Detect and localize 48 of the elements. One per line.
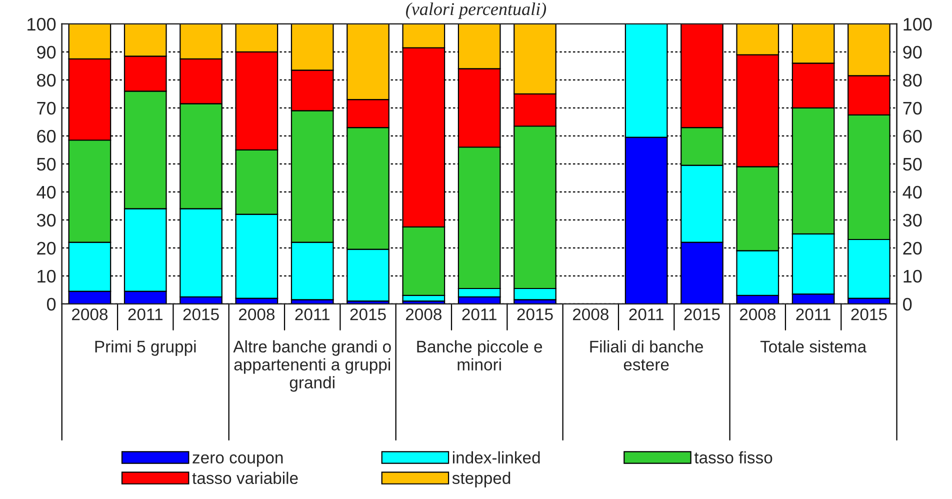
x-tick-label: 2008 (72, 308, 108, 320)
text: Banche piccole e minori (417, 340, 542, 370)
y2-tick-label: 50 (903, 158, 922, 171)
y-tick-label: 60 (37, 130, 56, 143)
x-tick-label: 2015 (851, 308, 887, 320)
chart-title: (valori percentuali) (406, 2, 546, 19)
legend-label: index-linked (452, 451, 540, 464)
y2-tick-label: 60 (903, 130, 922, 143)
legend-label: stepped (452, 472, 510, 488)
y2-tick-label: 40 (902, 186, 922, 199)
y2-tick-label: 20 (903, 242, 922, 255)
x-tick-label: 2011 (629, 308, 664, 320)
text: Filiali di banche estere (590, 340, 704, 370)
y2-tick-label: 0 (903, 298, 912, 311)
x-tick-label: 2011 (462, 308, 496, 320)
y2-tick-label: 80 (903, 74, 922, 87)
x-tick-label: 2011 (796, 308, 830, 320)
y-tick-label: 90 (37, 46, 56, 59)
x-tick-label: 2008 (238, 308, 275, 320)
y-tick-label: 100 (28, 18, 56, 31)
text: Totale sistema (760, 340, 867, 353)
y2-tick-label: 90 (903, 46, 922, 59)
y-tick-label: 30 (36, 214, 56, 227)
x-tick-label: 2015 (183, 308, 219, 320)
text: Primi 5 gruppi (95, 340, 196, 356)
y-tick-label: 0 (46, 298, 56, 311)
y-tick-label: 80 (37, 74, 56, 87)
y-tick-label: 10 (38, 270, 56, 283)
x-tick-label: 2011 (128, 308, 162, 320)
y-tick-label: 40 (36, 186, 56, 199)
x-tick-label: 2011 (295, 308, 330, 320)
y-tick-label: 50 (36, 158, 56, 171)
x-tick-label: 2015 (350, 308, 386, 320)
x-tick-label: 2008 (572, 308, 608, 320)
legend-label: tasso fisso (694, 451, 772, 464)
y2-tick-label: 10 (904, 270, 922, 283)
y-tick-label: 20 (37, 242, 56, 255)
y2-tick-label: 30 (903, 214, 922, 227)
y-tick-label: 70 (37, 102, 56, 115)
x-tick-label: 2015 (684, 308, 720, 320)
x-tick-label: 2015 (517, 308, 553, 320)
text: Altre banche grandi o appartenenti a gruppi grandi (233, 340, 391, 392)
legend-label: tasso variabile (192, 472, 298, 484)
x-tick-label: 2008 (406, 308, 442, 320)
y2-tick-label: 70 (903, 102, 922, 115)
y2-tick-label: 100 (904, 18, 932, 31)
x-tick-label: 2008 (740, 308, 776, 320)
legend-label: zero coupon (192, 454, 283, 467)
